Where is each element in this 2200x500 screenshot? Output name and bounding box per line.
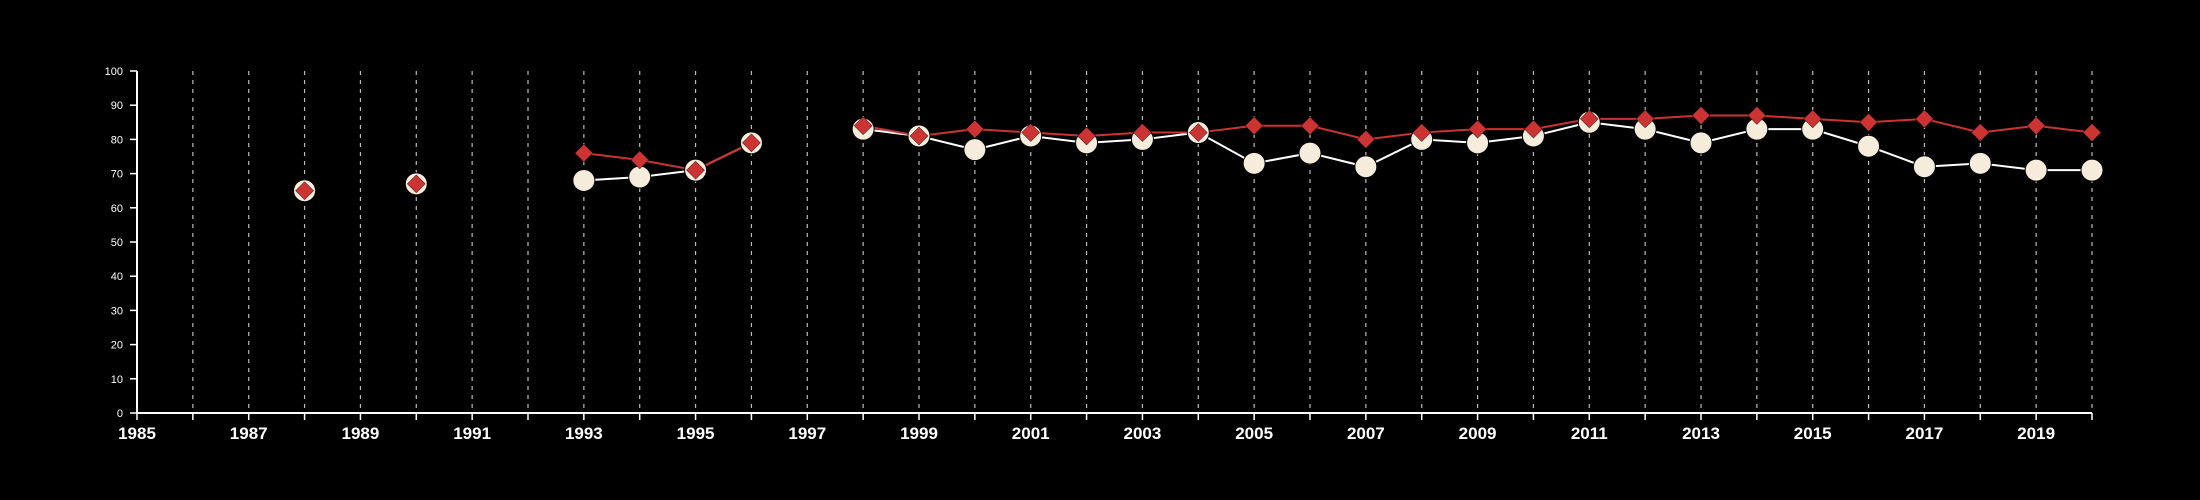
- series-2-point: [1579, 109, 1599, 129]
- series-2-point: [1133, 123, 1152, 142]
- series-1-point: [2024, 158, 2048, 182]
- series-markers: [293, 106, 2104, 203]
- x-tick-label: 2019: [2017, 424, 2055, 443]
- series-2-point: [2026, 116, 2046, 136]
- y-tick-label: 100: [105, 66, 123, 78]
- series-2-point: [1188, 123, 1208, 142]
- series-1-point: [628, 165, 652, 189]
- series-2-point: [1412, 123, 1432, 142]
- series-2-point: [853, 116, 873, 136]
- series-2-point: [1970, 123, 1990, 142]
- series-1-point: [1912, 155, 1936, 179]
- series-2-point: [1468, 119, 1487, 139]
- x-tick-label: 1985: [118, 424, 156, 443]
- series-2-point: [406, 174, 426, 194]
- series-2-point: [1747, 106, 1767, 125]
- y-tick-label: 30: [111, 305, 123, 317]
- y-tick-label: 70: [111, 169, 123, 181]
- y-tick-label: 80: [111, 134, 123, 146]
- series-2-point: [1244, 116, 1264, 136]
- x-tick-label: 2005: [1235, 424, 1273, 443]
- y-tick-label: 20: [111, 340, 123, 352]
- series-1-point: [1857, 134, 1881, 158]
- x-tick-label: 1993: [565, 424, 603, 443]
- series-1-line: [583, 141, 752, 182]
- series-2-point: [1077, 126, 1096, 146]
- series-2-line: [583, 141, 752, 172]
- x-tick-label: 2001: [1012, 424, 1050, 443]
- y-tick-label: 50: [111, 237, 123, 249]
- series-1-point: [1354, 155, 1378, 179]
- series-1-point: [963, 138, 987, 162]
- series-2-point: [1356, 130, 1376, 149]
- y-tick-label: 60: [111, 203, 123, 215]
- series-2-point: [1859, 112, 1878, 132]
- series-2-point: [742, 133, 761, 153]
- series-1-point: [2080, 158, 2104, 182]
- series-2-point: [1803, 109, 1823, 129]
- series-2-point: [574, 143, 594, 163]
- y-tick-label: 40: [111, 271, 123, 283]
- series-2-point: [1021, 123, 1041, 142]
- series-2-point: [1635, 109, 1655, 129]
- x-tick-label: 1991: [453, 424, 491, 443]
- series-2-point: [909, 126, 929, 146]
- series-2-point: [1524, 119, 1543, 139]
- y-tick-label: 10: [111, 374, 123, 386]
- x-tick-label: 2015: [1794, 424, 1832, 443]
- x-tick-label: 1987: [230, 424, 268, 443]
- x-tick-label: 1989: [342, 424, 380, 443]
- x-tick-label: 2013: [1682, 424, 1720, 443]
- series-1-point: [1298, 141, 1322, 165]
- x-tick-label: 1997: [788, 424, 826, 443]
- series-2-point: [1691, 106, 1711, 125]
- series-1-point: [572, 168, 596, 192]
- x-tick-label: 2017: [1906, 424, 1944, 443]
- series-2-point: [1300, 116, 1320, 136]
- y-tick-label: 90: [111, 100, 123, 112]
- x-tick-label: 2003: [1124, 424, 1162, 443]
- series-2-point: [1915, 109, 1934, 129]
- series-2-point: [630, 150, 650, 170]
- y-tick-label: 0: [117, 408, 123, 420]
- x-tick-label: 1999: [900, 424, 938, 443]
- x-tick-label: 1995: [677, 424, 715, 443]
- series-1-point: [1242, 151, 1266, 175]
- axes: 0 10 20 30 40 50 60 70 80 90 100 1985 1987 1989 1991 19…: [105, 66, 2093, 443]
- x-tick-label: 2011: [1571, 424, 1608, 443]
- x-tick-label: 2007: [1347, 424, 1385, 443]
- series-2-point: [686, 160, 705, 180]
- series-2-point: [295, 181, 314, 201]
- series-2-point: [965, 119, 985, 139]
- series-1-point: [1968, 151, 1992, 175]
- series-1-point: [1689, 131, 1713, 155]
- x-tick-label: 2009: [1459, 424, 1497, 443]
- series-2-point: [2082, 123, 2102, 142]
